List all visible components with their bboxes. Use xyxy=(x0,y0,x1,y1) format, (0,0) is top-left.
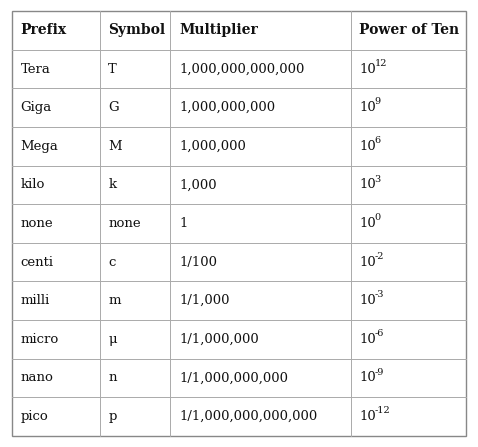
Text: 1/1,000: 1/1,000 xyxy=(179,294,229,307)
Text: Power of Ten: Power of Ten xyxy=(359,24,459,38)
Text: 10: 10 xyxy=(359,256,376,269)
Text: 10: 10 xyxy=(359,178,376,191)
Text: Multiplier: Multiplier xyxy=(179,24,258,38)
Text: 1,000,000: 1,000,000 xyxy=(179,140,246,153)
Text: M: M xyxy=(108,140,122,153)
Text: 9: 9 xyxy=(375,97,381,106)
Text: 1,000: 1,000 xyxy=(179,178,217,191)
Text: 10: 10 xyxy=(359,217,376,230)
Text: Symbol: Symbol xyxy=(108,24,165,38)
Text: 1,000,000,000,000: 1,000,000,000,000 xyxy=(179,63,304,76)
Text: m: m xyxy=(108,294,121,307)
Text: μ: μ xyxy=(108,333,117,346)
Text: 10: 10 xyxy=(359,294,376,307)
Text: Tera: Tera xyxy=(21,63,51,76)
Text: centi: centi xyxy=(21,256,54,269)
Text: 1,000,000,000: 1,000,000,000 xyxy=(179,101,275,114)
Text: -3: -3 xyxy=(375,291,384,299)
Text: 1/1,000,000,000,000: 1/1,000,000,000,000 xyxy=(179,410,317,423)
Text: none: none xyxy=(21,217,53,230)
Text: p: p xyxy=(108,410,117,423)
Text: 6: 6 xyxy=(375,136,381,145)
Text: -2: -2 xyxy=(375,252,384,261)
Text: -12: -12 xyxy=(375,406,391,415)
Text: Prefix: Prefix xyxy=(21,24,66,38)
Text: none: none xyxy=(108,217,141,230)
Text: 3: 3 xyxy=(375,175,381,184)
Text: 1/100: 1/100 xyxy=(179,256,217,269)
Text: n: n xyxy=(108,371,117,384)
Text: nano: nano xyxy=(21,371,54,384)
Text: milli: milli xyxy=(21,294,50,307)
Text: 10: 10 xyxy=(359,333,376,346)
Text: 0: 0 xyxy=(375,213,381,222)
Text: 10: 10 xyxy=(359,371,376,384)
Text: 1: 1 xyxy=(179,217,187,230)
Text: 10: 10 xyxy=(359,101,376,114)
Text: -6: -6 xyxy=(375,329,384,338)
Text: kilo: kilo xyxy=(21,178,45,191)
Text: G: G xyxy=(108,101,119,114)
Text: 1/1,000,000,000: 1/1,000,000,000 xyxy=(179,371,288,384)
Text: pico: pico xyxy=(21,410,48,423)
Text: Mega: Mega xyxy=(21,140,58,153)
Text: 1/1,000,000: 1/1,000,000 xyxy=(179,333,259,346)
Text: 10: 10 xyxy=(359,410,376,423)
Text: T: T xyxy=(108,63,117,76)
Text: 10: 10 xyxy=(359,140,376,153)
Text: Giga: Giga xyxy=(21,101,52,114)
Text: k: k xyxy=(108,178,116,191)
Text: micro: micro xyxy=(21,333,59,346)
Text: 12: 12 xyxy=(375,59,387,68)
Text: -9: -9 xyxy=(375,367,384,377)
Text: c: c xyxy=(108,256,116,269)
Text: 10: 10 xyxy=(359,63,376,76)
